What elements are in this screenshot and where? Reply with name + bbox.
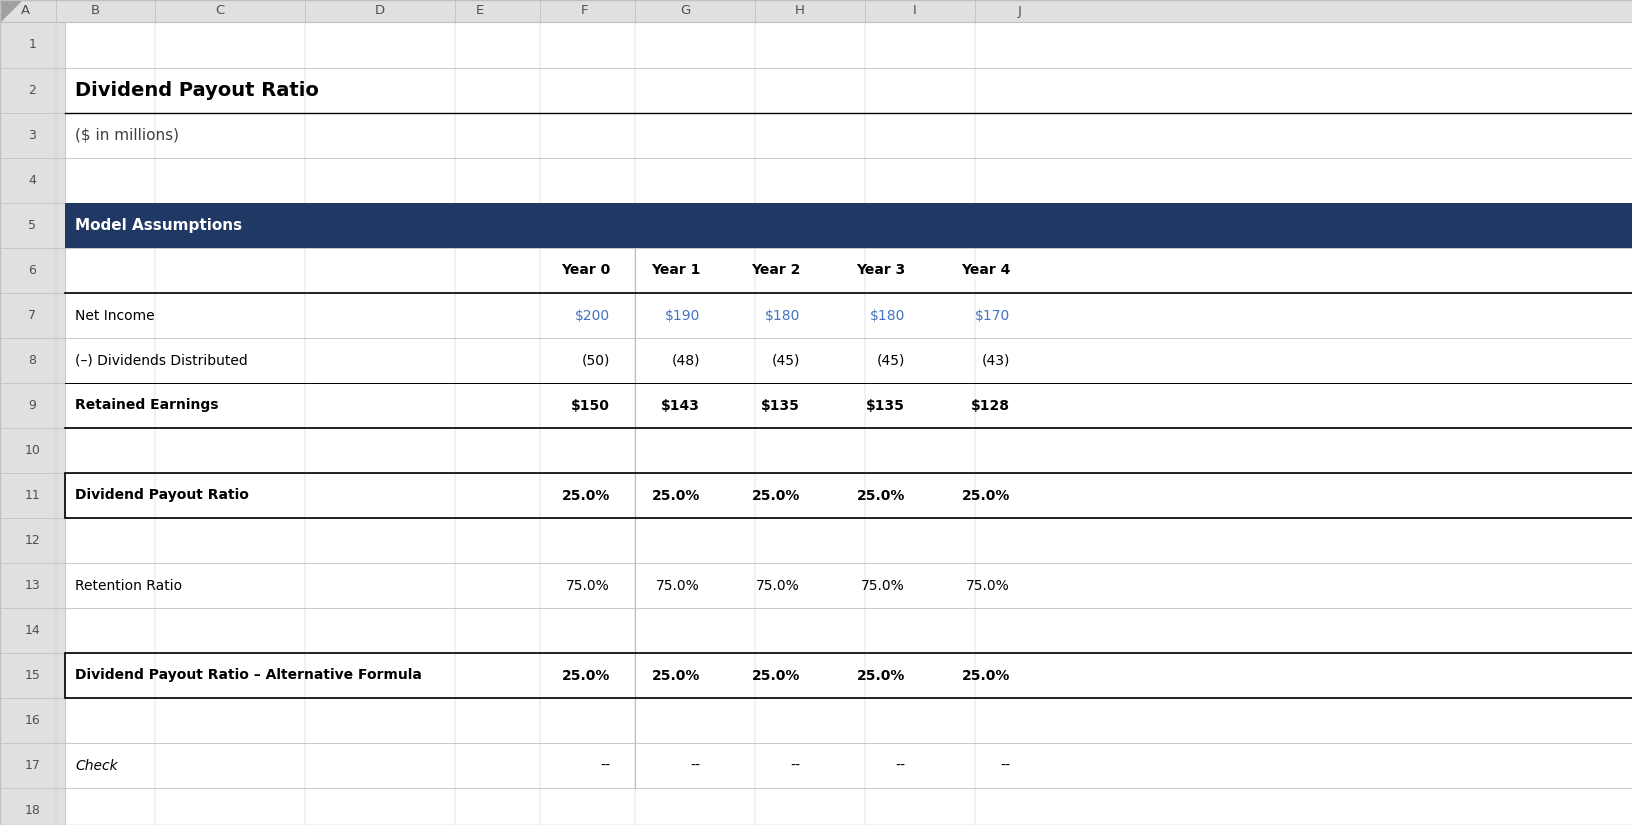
Text: $190: $190 xyxy=(664,309,700,323)
Bar xyxy=(0,0,1632,22)
Text: 8: 8 xyxy=(28,354,36,367)
Text: Retained Earnings: Retained Earnings xyxy=(75,398,219,412)
Text: 2: 2 xyxy=(28,84,36,97)
Text: --: -- xyxy=(894,758,904,772)
Text: $180: $180 xyxy=(764,309,800,323)
Text: 9: 9 xyxy=(28,399,36,412)
Text: J: J xyxy=(1017,4,1022,17)
Text: G: G xyxy=(679,4,690,17)
Text: D: D xyxy=(375,4,385,17)
Text: ($ in millions): ($ in millions) xyxy=(75,128,180,143)
Text: Net Income: Net Income xyxy=(75,309,155,323)
Text: 25.0%: 25.0% xyxy=(857,668,904,682)
Text: 75.0%: 75.0% xyxy=(966,578,1009,592)
Text: $200: $200 xyxy=(574,309,610,323)
Bar xyxy=(0,22,65,825)
Text: 10: 10 xyxy=(24,444,41,457)
Text: Dividend Payout Ratio: Dividend Payout Ratio xyxy=(75,488,248,502)
Text: Year 2: Year 2 xyxy=(751,263,800,277)
Text: $128: $128 xyxy=(971,398,1009,412)
Text: 15: 15 xyxy=(24,669,41,682)
Text: --: -- xyxy=(599,758,610,772)
Text: 13: 13 xyxy=(24,579,41,592)
Text: --: -- xyxy=(690,758,700,772)
Text: Check: Check xyxy=(75,758,118,772)
Text: B: B xyxy=(90,4,100,17)
Text: H: H xyxy=(795,4,805,17)
Text: 17: 17 xyxy=(24,759,41,772)
Text: 3: 3 xyxy=(28,129,36,142)
Text: 12: 12 xyxy=(24,534,41,547)
Text: 16: 16 xyxy=(24,714,41,727)
Text: $135: $135 xyxy=(865,398,904,412)
Text: F: F xyxy=(581,4,589,17)
Text: 1: 1 xyxy=(28,39,36,51)
Text: (–) Dividends Distributed: (–) Dividends Distributed xyxy=(75,353,248,367)
Text: $170: $170 xyxy=(974,309,1009,323)
Text: 7: 7 xyxy=(28,309,36,322)
Text: Year 1: Year 1 xyxy=(650,263,700,277)
Text: 25.0%: 25.0% xyxy=(651,668,700,682)
Text: E: E xyxy=(475,4,483,17)
Text: $150: $150 xyxy=(571,398,610,412)
Text: 14: 14 xyxy=(24,624,41,637)
Text: $180: $180 xyxy=(870,309,904,323)
Text: C: C xyxy=(215,4,225,17)
Text: $143: $143 xyxy=(661,398,700,412)
Polygon shape xyxy=(0,0,21,22)
Text: Dividend Payout Ratio: Dividend Payout Ratio xyxy=(75,81,318,100)
Text: (48): (48) xyxy=(671,353,700,367)
Bar xyxy=(65,473,1632,518)
Text: (45): (45) xyxy=(772,353,800,367)
Text: $135: $135 xyxy=(761,398,800,412)
Bar xyxy=(65,653,1632,698)
Text: --: -- xyxy=(999,758,1009,772)
Text: 18: 18 xyxy=(24,804,41,817)
Text: 25.0%: 25.0% xyxy=(751,668,800,682)
Text: 75.0%: 75.0% xyxy=(860,578,904,592)
Text: 25.0%: 25.0% xyxy=(961,668,1009,682)
Bar xyxy=(65,203,1632,248)
Text: Model Assumptions: Model Assumptions xyxy=(75,218,242,233)
Text: 6: 6 xyxy=(28,264,36,277)
Text: 75.0%: 75.0% xyxy=(756,578,800,592)
Text: (45): (45) xyxy=(876,353,904,367)
Text: 25.0%: 25.0% xyxy=(751,488,800,502)
Text: 75.0%: 75.0% xyxy=(656,578,700,592)
Text: Year 0: Year 0 xyxy=(560,263,610,277)
Text: 25.0%: 25.0% xyxy=(857,488,904,502)
Text: --: -- xyxy=(790,758,800,772)
Text: 25.0%: 25.0% xyxy=(561,668,610,682)
Text: I: I xyxy=(912,4,916,17)
Text: Year 4: Year 4 xyxy=(960,263,1009,277)
Text: 11: 11 xyxy=(24,489,41,502)
Text: 25.0%: 25.0% xyxy=(961,488,1009,502)
Text: 5: 5 xyxy=(28,219,36,232)
Text: 75.0%: 75.0% xyxy=(566,578,610,592)
Text: Year 3: Year 3 xyxy=(855,263,904,277)
Text: A: A xyxy=(21,4,29,17)
Text: 25.0%: 25.0% xyxy=(651,488,700,502)
Text: Dividend Payout Ratio – Alternative Formula: Dividend Payout Ratio – Alternative Form… xyxy=(75,668,421,682)
Text: (43): (43) xyxy=(981,353,1009,367)
Text: 25.0%: 25.0% xyxy=(561,488,610,502)
Text: 4: 4 xyxy=(28,174,36,187)
Text: (50): (50) xyxy=(581,353,610,367)
Text: Retention Ratio: Retention Ratio xyxy=(75,578,183,592)
